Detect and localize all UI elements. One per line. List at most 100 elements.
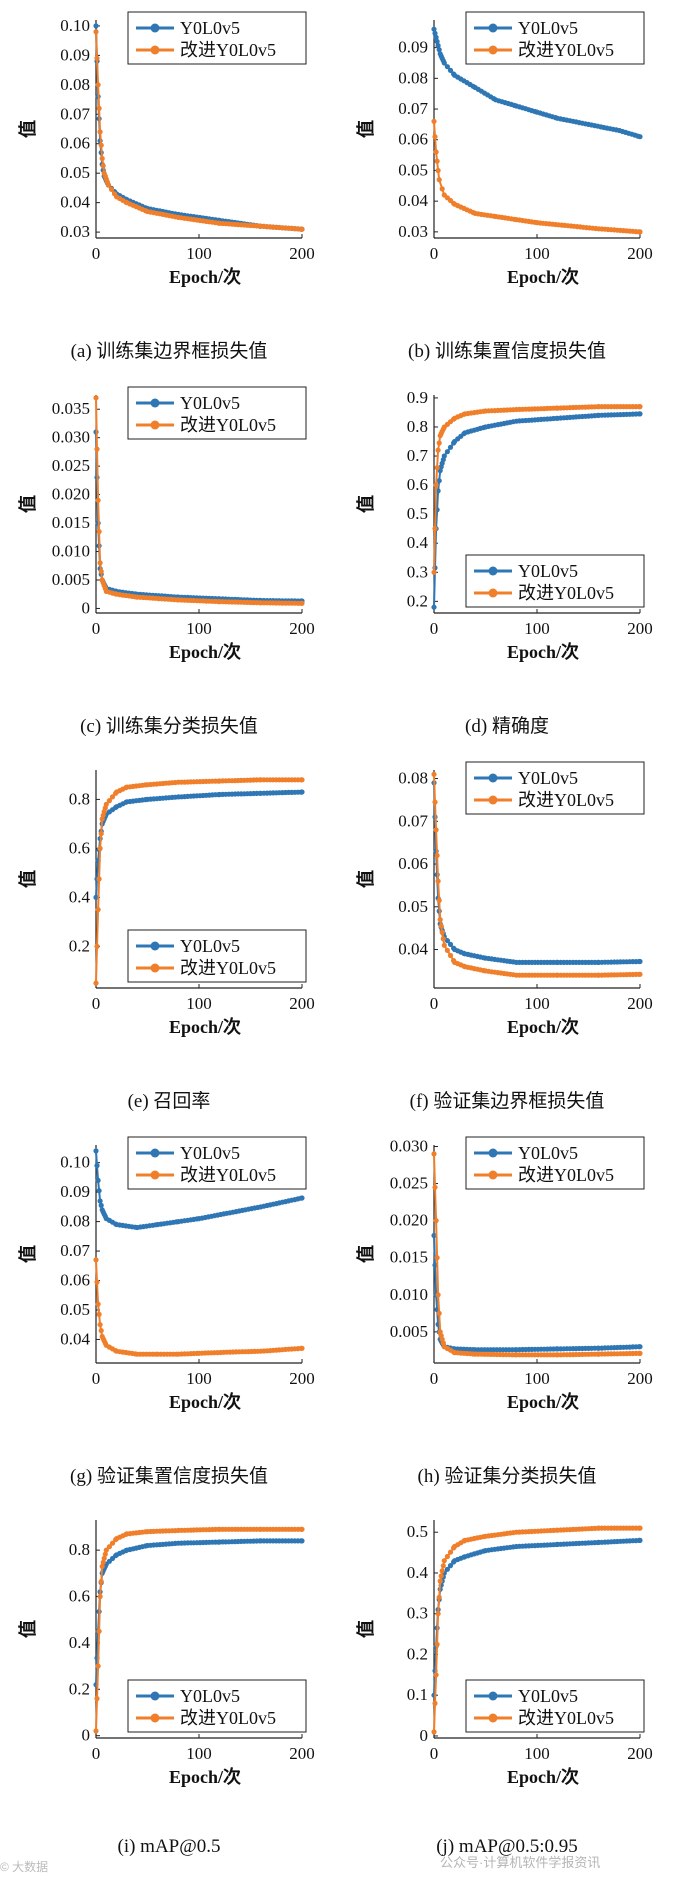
x-tick-label: 100 [186, 619, 212, 638]
y-tick-label: 0.3 [407, 562, 428, 581]
data-point [435, 1611, 441, 1617]
data-point [98, 1202, 104, 1208]
y-tick-label: 0.03 [398, 222, 428, 241]
y-tick-label: 0.020 [390, 1211, 428, 1230]
x-axis-label: Epoch/次 [169, 1016, 241, 1037]
x-axis-label: Epoch/次 [507, 1016, 579, 1037]
y-tick-label: 0.7 [407, 446, 429, 465]
chart-svg-i: 0 0.2 0.4 0.6 0.8 0 100 200 Epoch/次 值 Y0L0v5改进Y0L0… [17, 1520, 315, 1787]
chart-svg-h: 0.005 0.010 0.015 0.020 0.025 0.030 0 100 200 Epo… [355, 1136, 653, 1412]
data-point [94, 943, 100, 949]
y-tick-label: 0.4 [407, 533, 429, 552]
chart-panel-g: 0.04 0.05 0.06 0.07 0.08 0.09 0.10 0 100 200 Epoch… [0, 1125, 338, 1500]
legend-marker [488, 45, 498, 55]
watermark-right: 公众号·计算机软件学报资讯 [440, 1855, 601, 1870]
legend-label: 改进Y0L0v5 [180, 415, 276, 435]
chart-panel-j: 0 0.1 0.2 0.3 0.4 0.5 0 100 200 Epoch/次 值 Y0L0v5 改进Y… [338, 1500, 676, 1875]
series-improved-yolov5 [93, 777, 305, 986]
legend-box [465, 761, 645, 815]
y-tick-label: 0.3 [407, 1604, 428, 1623]
legend-marker [150, 1691, 160, 1701]
series-improved-yolov5 [431, 118, 643, 235]
y-tick-label: 0.07 [398, 99, 428, 118]
data-point [437, 917, 443, 923]
data-point [299, 789, 305, 795]
series-line [95, 431, 302, 602]
data-point [105, 182, 111, 188]
y-axis-label: 值 [355, 1620, 377, 1638]
series-yolov5 [431, 1232, 643, 1353]
legend-label: Y0L0v5 [180, 936, 240, 956]
y-tick-label: 0.030 [390, 1136, 428, 1155]
data-point [299, 1526, 305, 1532]
x-tick-label: 0 [92, 1369, 101, 1388]
data-point [436, 1310, 442, 1316]
data-point [434, 158, 440, 164]
data-point [440, 1563, 446, 1569]
y-tick-label: 0 [82, 1726, 91, 1745]
data-point [637, 1537, 643, 1543]
data-point [98, 1578, 104, 1585]
y-tick-label: 0.2 [407, 591, 428, 610]
x-tick-label: 200 [627, 244, 653, 263]
series-line [433, 1539, 640, 1696]
legend-label: 改进Y0L0v5 [518, 40, 614, 60]
data-point [93, 894, 99, 900]
chart-caption-b: (b) 训练集置信度损失值 [408, 341, 606, 362]
legend-marker [488, 566, 498, 576]
data-point [440, 936, 446, 942]
x-tick-label: 100 [524, 1369, 550, 1388]
legend-marker [488, 1691, 498, 1701]
y-tick-label: 0.6 [69, 1587, 90, 1606]
x-tick-label: 100 [186, 1369, 212, 1388]
x-tick-label: 0 [92, 244, 101, 263]
legend-label: 改进Y0L0v5 [180, 1708, 276, 1728]
chart-svg-c: 0 0.005 0.010 0.015 0.020 0.025 0.030 0.035 0 100… [17, 386, 315, 662]
x-tick-label: 0 [92, 619, 101, 638]
data-point [106, 798, 112, 804]
y-tick-label: 0.06 [60, 1271, 90, 1290]
y-tick-label: 0.015 [390, 1248, 428, 1267]
x-tick-label: 0 [430, 244, 439, 263]
chart-panel-f: 0.04 0.05 0.06 0.07 0.08 0 100 200 Epoch/次 值 Y0L0v… [338, 750, 676, 1125]
legend-marker [488, 1170, 498, 1180]
legend-marker [488, 23, 498, 33]
data-point [432, 30, 438, 36]
legend-box [127, 11, 307, 65]
legend-marker [488, 795, 498, 805]
legend-box [127, 929, 307, 983]
data-point [100, 163, 106, 169]
chart-caption-i: (i) mAP@0.5 [117, 1836, 221, 1857]
y-tick-label: 0.4 [69, 1633, 91, 1652]
x-axis-label: Epoch/次 [507, 641, 579, 662]
data-point [433, 34, 439, 41]
y-tick-label: 0.04 [398, 191, 428, 210]
chart-caption-c: (c) 训练集分类损失值 [80, 716, 258, 737]
y-tick-label: 0.08 [398, 68, 428, 87]
data-point [108, 186, 115, 192]
data-point [97, 1198, 103, 1204]
data-point [95, 1301, 101, 1307]
data-point [637, 411, 643, 417]
legend-label: 改进Y0L0v5 [518, 790, 614, 810]
data-point [444, 1553, 450, 1560]
x-tick-label: 200 [627, 1369, 653, 1388]
y-tick-label: 0.10 [60, 1153, 90, 1172]
legend-label: Y0L0v5 [518, 561, 578, 581]
data-point [433, 149, 439, 155]
series-improved-yolov5 [431, 1151, 643, 1358]
y-tick-label: 0.04 [60, 193, 90, 212]
data-point [99, 155, 105, 162]
legend-marker [150, 1170, 160, 1180]
chart-svg-f: 0.04 0.05 0.06 0.07 0.08 0 100 200 Epoch/次 值 Y0L0v… [355, 761, 653, 1037]
y-tick-label: 0.1 [407, 1685, 428, 1704]
y-axis-label: 值 [355, 120, 377, 138]
series-yolov5 [93, 789, 305, 900]
chart-caption-d: (d) 精确度 [465, 716, 549, 737]
legend-label: Y0L0v5 [518, 768, 578, 788]
data-point [435, 167, 441, 174]
x-tick-label: 0 [92, 994, 101, 1013]
x-tick-label: 100 [524, 619, 550, 638]
data-point [97, 845, 103, 851]
legend-box [465, 1136, 645, 1190]
